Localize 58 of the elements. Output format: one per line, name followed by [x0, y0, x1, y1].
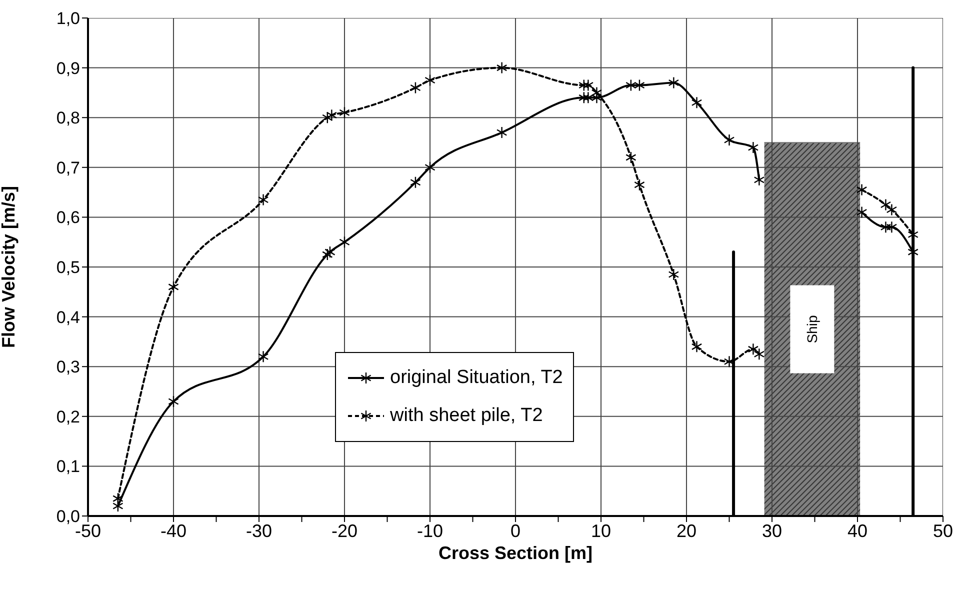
point — [324, 246, 336, 258]
point — [668, 76, 680, 89]
x-tick-label: 50 — [932, 520, 954, 541]
y-tick-label: 0,0 — [56, 507, 80, 526]
point — [496, 126, 508, 139]
legend-label: with sheet pile, T2 — [390, 405, 543, 427]
point — [168, 280, 179, 294]
x-tick-label: -10 — [416, 520, 444, 541]
point — [582, 79, 594, 92]
x-tick-label: -20 — [331, 520, 358, 541]
point — [754, 174, 765, 186]
x-tick-label: -40 — [160, 520, 187, 541]
point — [748, 141, 759, 154]
x-tick-label: -30 — [246, 520, 272, 541]
y-axis-title: Flow Velocity [m/s] — [0, 186, 18, 348]
x-axis-title: Cross Section [m] — [438, 542, 593, 563]
point — [410, 82, 421, 94]
x-tick-label: 20 — [676, 520, 697, 541]
y-tick-label: 0,2 — [56, 407, 80, 426]
point — [339, 106, 350, 119]
point — [626, 151, 636, 164]
point — [258, 350, 269, 363]
point — [634, 79, 645, 92]
point — [582, 92, 594, 104]
point — [856, 206, 868, 218]
point — [322, 112, 333, 124]
y-tick-label: 0,8 — [56, 108, 80, 128]
point — [691, 96, 702, 109]
x-tick-label: 30 — [762, 520, 782, 541]
point — [326, 109, 338, 122]
point — [339, 236, 350, 248]
point — [424, 74, 436, 86]
point — [634, 178, 645, 191]
point — [410, 176, 421, 188]
point — [258, 194, 269, 206]
point — [424, 161, 436, 174]
y-tick-label: 0,6 — [56, 208, 80, 228]
point — [856, 184, 868, 196]
annotation: Ship — [804, 315, 820, 344]
point — [322, 248, 333, 261]
y-tick-label: 1,0 — [56, 9, 80, 28]
y-tick-label: 0,3 — [56, 358, 80, 377]
y-tick-label: 0,4 — [56, 308, 80, 327]
point — [626, 79, 636, 92]
point — [168, 395, 179, 408]
y-tick-label: 0,5 — [56, 258, 80, 278]
point — [668, 268, 680, 281]
x-tick-label: 0 — [510, 520, 521, 541]
y-tick-label: 0,1 — [56, 457, 80, 476]
y-tick-label: 0,9 — [56, 58, 80, 78]
x-tick-label: 10 — [590, 520, 612, 541]
point — [691, 340, 702, 353]
point — [496, 62, 508, 74]
x-tick-label: 40 — [847, 520, 868, 541]
point — [724, 134, 735, 146]
y-tick-label: 0,7 — [56, 158, 80, 178]
point — [112, 492, 124, 505]
legend-label: original Situation, T2 — [390, 367, 563, 389]
